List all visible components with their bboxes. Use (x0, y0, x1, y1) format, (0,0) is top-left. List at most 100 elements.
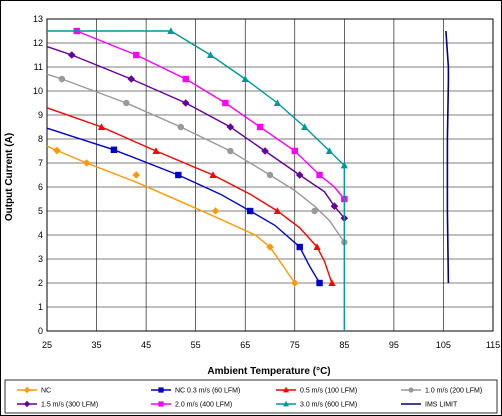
legend-box (4, 379, 498, 414)
x-axis-title: Ambient Temperature (°C) (207, 366, 330, 377)
data-point (211, 207, 220, 215)
legend-label: 1.5 m/s (300 LFM) (41, 402, 98, 409)
y-tick-label: 6 (38, 182, 43, 192)
legend-item: NC (17, 386, 51, 395)
data-point (226, 123, 235, 131)
data-point (209, 171, 217, 178)
data-point (227, 147, 234, 155)
data-point (328, 279, 336, 286)
series-2 (46, 127, 323, 287)
data-point (296, 243, 303, 251)
legend-label: NC 0.3 m/s (60 LFM) (175, 388, 240, 395)
data-point (97, 123, 106, 130)
y-tick-label: 8 (38, 134, 43, 144)
data-point (58, 75, 66, 83)
legend-label: 2.0 m/s (400 LFM) (175, 402, 232, 409)
data-point (53, 146, 61, 155)
plot-area (46, 18, 494, 332)
series-3 (46, 107, 336, 286)
y-tick-label: 1 (38, 302, 43, 312)
legend-marker (408, 387, 414, 393)
data-point (67, 51, 76, 59)
data-point (132, 171, 140, 179)
y-tick-label: 3 (38, 254, 43, 264)
y-tick-label: 9 (38, 110, 43, 120)
legend-marker (23, 400, 31, 408)
data-point (222, 99, 229, 107)
series-line (46, 73, 345, 243)
legend-marker (283, 400, 289, 407)
x-tick-label: 65 (240, 340, 250, 350)
legend-item: 1.0 m/s (200 LFM) (401, 387, 482, 395)
data-point (266, 243, 274, 251)
series-7 (47, 27, 348, 331)
data-point (206, 51, 215, 58)
data-point (152, 147, 160, 154)
series-group (46, 27, 450, 331)
data-point (175, 171, 182, 179)
x-tick-label: 55 (191, 340, 201, 350)
y-tick-label: 11 (34, 62, 43, 72)
data-point (273, 99, 282, 106)
legend-marker (158, 401, 164, 407)
data-point (261, 147, 269, 155)
data-point (177, 123, 184, 131)
data-point (167, 27, 175, 34)
legend-marker (158, 387, 164, 393)
y-axis-title: Output Current (A) (4, 133, 15, 221)
y-tick-label: 4 (38, 230, 43, 240)
y-tick-label: 5 (38, 206, 43, 216)
data-point (133, 51, 140, 59)
legend: NC NC 0.3 m/s (60 LFM) 0.5 m/s (100 LFM) 1.… (17, 386, 482, 409)
data-point (301, 123, 309, 130)
series-line (46, 107, 333, 284)
legend-label: NC (41, 388, 51, 395)
x-tick-label: 75 (290, 340, 300, 350)
legend-item: 1.5 m/s (300 LFM) (17, 400, 98, 409)
series-4 (46, 73, 348, 246)
legend-item: 0.5 m/s (100 LFM) (276, 386, 357, 395)
y-tick-label: 10 (33, 86, 43, 96)
y-tick-label: 2 (38, 278, 43, 288)
x-tick-label: 85 (339, 340, 349, 350)
legend-item: 3.0 m/s (600 LFM) (276, 400, 357, 409)
legend-label: IMS LIMIT (425, 402, 458, 409)
data-point (291, 147, 298, 155)
data-point (290, 279, 299, 287)
x-tick-label: 45 (141, 340, 151, 350)
legend-item: IMS LIMIT (401, 402, 458, 409)
data-point (110, 146, 118, 153)
legend-marker (23, 386, 31, 394)
series-5 (46, 45, 349, 222)
x-tick-label: 25 (42, 340, 52, 350)
y-tick-label: 7 (38, 158, 43, 168)
series-line (46, 45, 345, 219)
data-point (330, 202, 339, 210)
data-point (295, 171, 304, 179)
legend-item: 2.0 m/s (400 LFM) (151, 401, 232, 409)
y-tick-label: 12 (33, 38, 43, 48)
series-1 (46, 145, 299, 287)
data-point (82, 159, 91, 167)
data-point (241, 75, 249, 82)
x-tick-label: 115 (486, 340, 500, 350)
legend-item: NC 0.3 m/s (60 LFM) (151, 387, 240, 395)
data-point (127, 75, 136, 83)
series-line (46, 145, 296, 284)
legend-marker (283, 386, 289, 393)
data-point (182, 75, 189, 83)
data-point (316, 171, 323, 179)
y-tick-label: 13 (33, 14, 43, 24)
legend-label: 3.0 m/s (600 LFM) (300, 402, 357, 409)
data-point (311, 207, 318, 215)
series-line (445, 30, 450, 284)
legend-label: 1.0 m/s (200 LFM) (425, 388, 482, 395)
data-point (273, 207, 282, 214)
x-tick-label: 105 (436, 340, 451, 350)
data-point (266, 171, 274, 179)
data-point (313, 243, 321, 250)
data-point (316, 279, 323, 287)
